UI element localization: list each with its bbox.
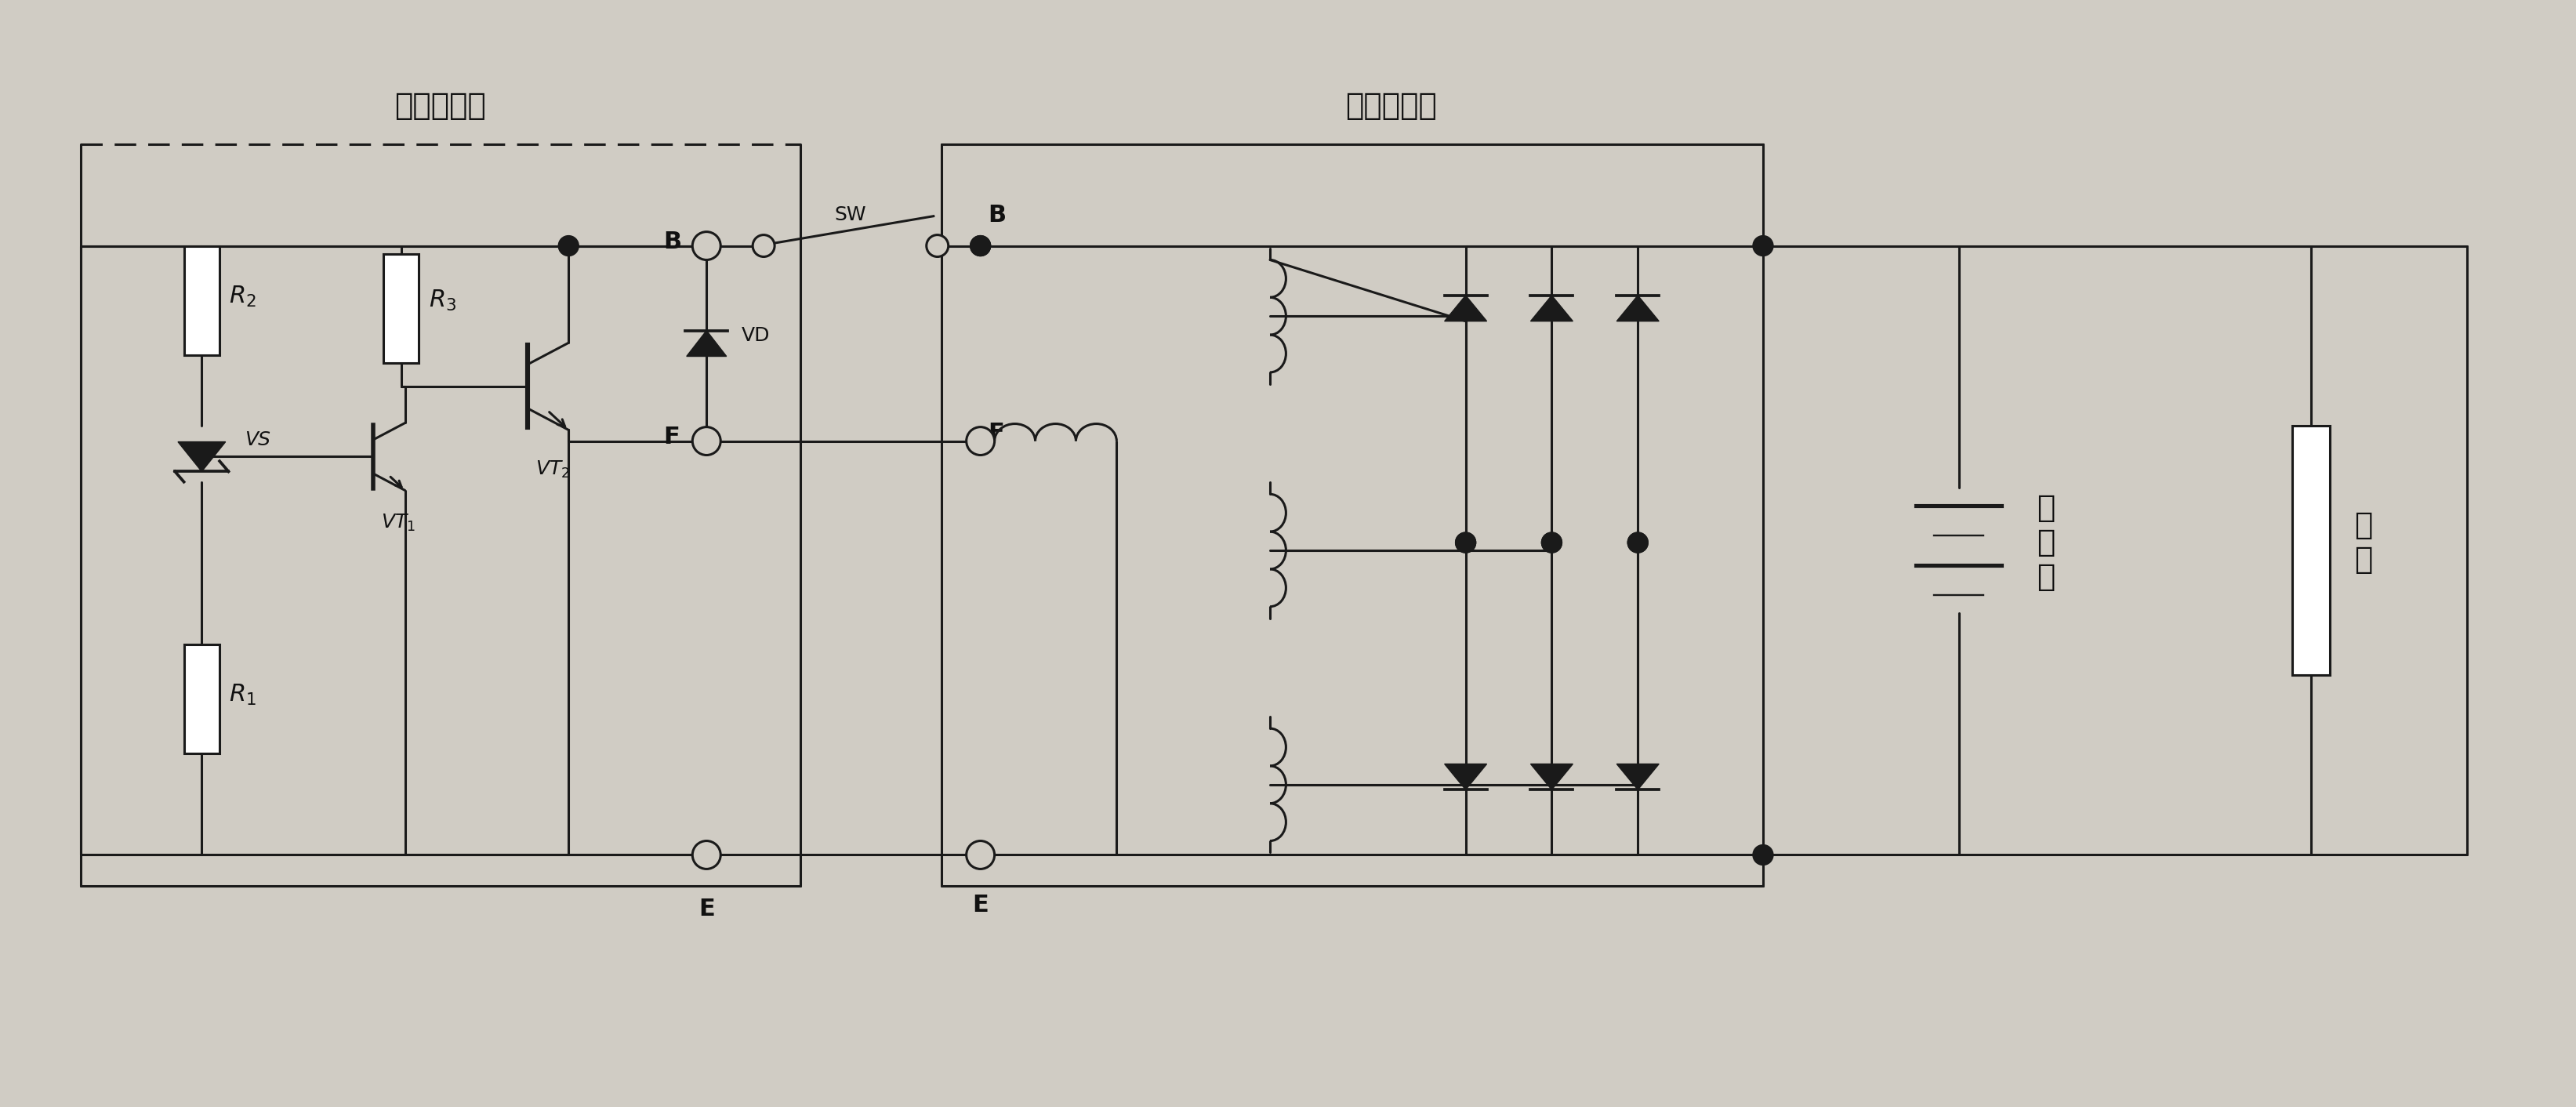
Bar [183,246,219,355]
Circle shape [1540,532,1561,552]
Polygon shape [1445,296,1486,321]
Circle shape [1628,532,1649,552]
Circle shape [752,235,775,257]
Text: SW: SW [835,205,866,224]
Circle shape [966,427,994,455]
Text: 电压调节器: 电压调节器 [394,91,487,121]
Circle shape [971,236,992,256]
Polygon shape [1530,296,1574,321]
Circle shape [971,236,992,256]
Bar [2293,425,2329,675]
Bar [384,254,420,363]
Text: VD: VD [742,327,770,345]
Text: $R_3$: $R_3$ [428,288,456,312]
Text: B: B [665,230,683,254]
Circle shape [966,841,994,869]
Text: F: F [989,422,1005,445]
Circle shape [1752,845,1772,865]
Circle shape [559,236,580,256]
Polygon shape [178,442,227,472]
Circle shape [1455,532,1476,552]
Text: $R_1$: $R_1$ [229,683,258,707]
Text: E: E [974,894,989,917]
Circle shape [1540,532,1561,552]
Text: $VT_2$: $VT_2$ [536,459,569,479]
Text: $VT_1$: $VT_1$ [381,513,415,534]
Text: VS: VS [245,431,270,449]
Polygon shape [1618,296,1659,321]
Text: B: B [989,204,1007,226]
Polygon shape [1530,764,1574,789]
Circle shape [1628,532,1649,552]
Circle shape [693,841,721,869]
Circle shape [693,427,721,455]
Text: E: E [698,898,716,921]
Polygon shape [1445,764,1486,789]
Text: 交流发电机: 交流发电机 [1345,91,1437,121]
Bar [183,644,219,754]
Circle shape [1752,236,1772,256]
Polygon shape [688,331,726,356]
Text: 负
载: 负 载 [2354,510,2372,575]
Circle shape [1455,532,1476,552]
Circle shape [927,235,948,257]
Circle shape [693,231,721,260]
Text: F: F [665,426,680,448]
Text: $R_2$: $R_2$ [229,284,258,309]
Text: 蓄
电
池: 蓄 电 池 [2038,494,2056,592]
Polygon shape [1618,764,1659,789]
